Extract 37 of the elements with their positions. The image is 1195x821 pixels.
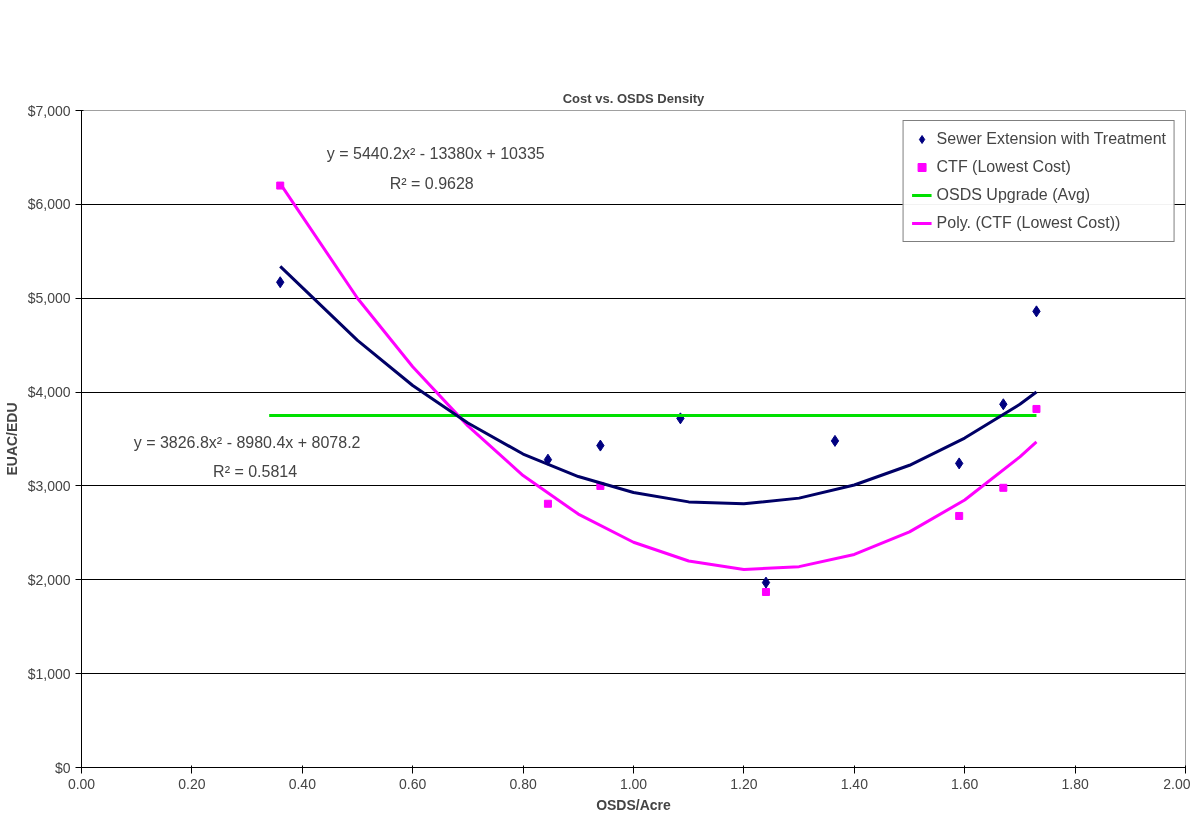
y-tick-label: $2,000 (27, 571, 71, 588)
x-tick-label: 1.20 (730, 775, 758, 792)
legend-label: CTF (Lowest Cost) (936, 158, 1071, 176)
x-tick-label: 1.00 (619, 775, 648, 792)
point (955, 511, 964, 520)
y-axis-title: EUAC/EDU (3, 402, 20, 476)
x-tick-label: 1.40 (840, 775, 869, 792)
legend-label: Poly. (CTF (Lowest Cost)) (936, 214, 1121, 232)
x-tick-label: 0.20 (178, 775, 206, 792)
point (1032, 404, 1041, 413)
point (999, 483, 1008, 492)
annotation: R² = 0.5814 (213, 463, 298, 481)
x-tick-label: 1.60 (951, 775, 979, 792)
annotation: R² = 0.9628 (389, 175, 474, 193)
y-tick-label: $4,000 (27, 384, 71, 401)
point (830, 434, 840, 447)
x-tick-label: 0.40 (288, 775, 317, 792)
point (543, 499, 552, 508)
y-tick-label: $0 (54, 759, 71, 776)
x-tick-label: 0.60 (399, 775, 427, 792)
annotation: y = 3826.8x² - 8980.4x + 8078.2 (133, 434, 361, 452)
x-tick-label: 1.80 (1061, 775, 1089, 792)
x-tick-label: 0.00 (67, 775, 96, 792)
y-tick-label: $5,000 (27, 290, 71, 307)
x-tick-label: 2.00 (1163, 775, 1191, 792)
legend-label: Sewer Extension with Treatment (936, 130, 1166, 148)
chart-title: Cost vs. OSDS Density (562, 90, 706, 106)
y-tick-label: $7,000 (27, 102, 71, 119)
point (761, 576, 771, 589)
y-tick-label: $3,000 (27, 477, 71, 494)
y-tick-label: $6,000 (27, 196, 71, 213)
point (761, 587, 770, 596)
legend-label: OSDS Upgrade (Avg) (936, 186, 1091, 204)
annotation: y = 5440.2x² - 13380x + 10335 (326, 145, 545, 163)
x-axis-title: OSDS/Acre (596, 796, 672, 813)
x-tick-label: 0.80 (509, 775, 537, 792)
y-tick-label: $1,000 (27, 665, 71, 682)
